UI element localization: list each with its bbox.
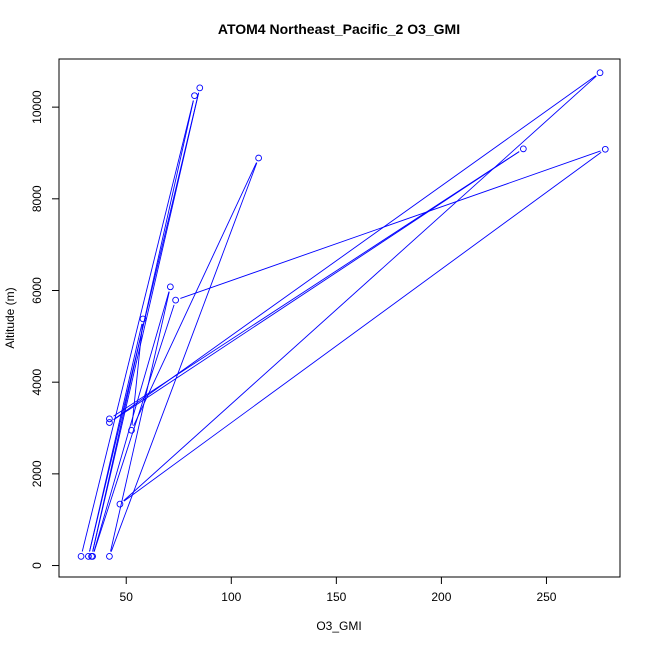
series-line-segment <box>123 151 602 502</box>
y-tick-label: 6000 <box>30 277 44 304</box>
y-axis-label: Altitude (m) <box>3 287 17 348</box>
x-tick-label: 150 <box>326 590 346 604</box>
data-point <box>106 415 113 423</box>
data-point <box>85 553 92 560</box>
x-tick-label: 100 <box>221 590 241 604</box>
data-point <box>106 419 113 426</box>
data-point <box>128 426 135 434</box>
y-tick-label: 4000 <box>30 369 44 396</box>
series-line-segment <box>131 323 143 426</box>
data-point <box>77 553 85 560</box>
series-line-segment <box>110 162 258 552</box>
x-axis-label: O3_GMI <box>316 619 361 633</box>
data-point <box>601 145 609 153</box>
y-axis: 0 2000 4000 6000 8000 10000 <box>30 90 59 569</box>
y-tick-label: 0 <box>30 562 44 569</box>
series-line-segment <box>110 291 170 552</box>
data-point <box>191 92 198 100</box>
series-line-segment <box>89 323 143 552</box>
series-line-segment <box>92 92 200 552</box>
x-tick-label: 50 <box>120 590 134 604</box>
series-line-segment <box>133 162 257 426</box>
data-point <box>172 296 179 304</box>
data-point <box>167 283 174 291</box>
x-axis: 50 100 150 200 250 <box>120 577 557 604</box>
y-tick-label: 10000 <box>30 90 44 124</box>
data-point <box>116 500 124 508</box>
series-line-segment <box>113 151 520 417</box>
y-tick-label: 8000 <box>30 185 44 212</box>
series-line-segment <box>123 75 597 502</box>
data-point <box>196 84 204 92</box>
series-line-segment <box>93 291 170 552</box>
plot-area-frame <box>58 58 621 578</box>
series-line-segment <box>89 92 200 552</box>
series-line-segment <box>113 151 520 421</box>
data-point <box>89 553 96 560</box>
x-tick-label: 200 <box>431 590 451 604</box>
series-lines <box>81 75 602 552</box>
data-point <box>519 145 527 153</box>
data-point <box>255 154 262 162</box>
series-line-segment <box>113 75 597 420</box>
data-point <box>106 553 113 560</box>
series-line-segment <box>180 150 601 299</box>
data-point <box>139 315 147 323</box>
series-points <box>77 69 609 560</box>
x-tick-label: 250 <box>536 590 556 604</box>
chart-title: ATOM4 Northeast_Pacific_2 O3_GMI <box>218 21 460 37</box>
data-point <box>596 69 604 77</box>
y-tick-label: 2000 <box>30 460 44 487</box>
series-line-segment <box>81 100 194 552</box>
